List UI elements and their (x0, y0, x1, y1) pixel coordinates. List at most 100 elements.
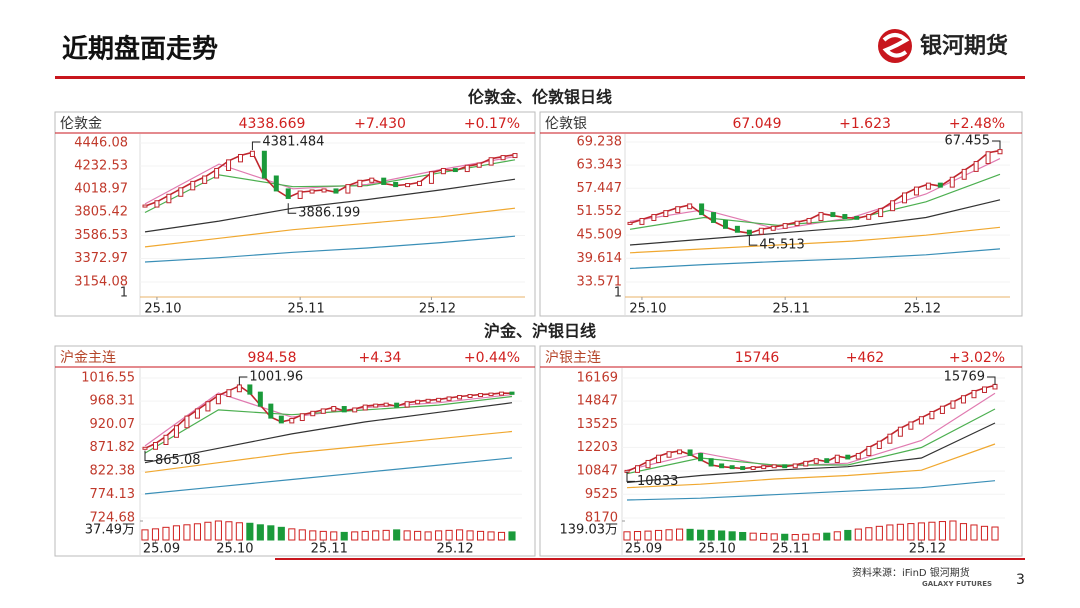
annotation-leader (144, 450, 153, 462)
price-candle (268, 403, 274, 419)
volume-bar (896, 523, 904, 541)
volume-bar (865, 527, 873, 541)
price-candle (299, 413, 305, 422)
price-candle (352, 407, 358, 413)
price-candle (205, 401, 211, 412)
last-price: 984.58 (248, 350, 297, 366)
annotation-label: 3886.199 (298, 206, 360, 221)
price-candle (214, 167, 220, 179)
price-candle (699, 203, 705, 216)
logo-text: 银河期货 (920, 33, 1008, 59)
volume-bar (172, 525, 181, 541)
price-candle (297, 190, 303, 199)
price-candle (190, 180, 196, 191)
price-candle (278, 415, 284, 424)
moving-average (626, 408, 996, 475)
annotation-leader (992, 140, 1001, 149)
price-candle (320, 408, 326, 414)
price-candle (675, 206, 681, 214)
y-tick-label: 724.68 (90, 511, 136, 526)
price-candle (404, 401, 410, 408)
moving-average (144, 457, 513, 495)
price-candle (478, 393, 484, 398)
y-tick-label: 14847 (577, 394, 618, 409)
price-candle (237, 153, 243, 163)
volume-bar (393, 529, 401, 541)
section-title: 沪金、沪银日线 (484, 322, 596, 341)
price-candle (309, 189, 315, 194)
y-tick-label: 774.13 (90, 487, 136, 502)
volume-bar (917, 522, 925, 541)
section-title: 伦敦金、伦敦银日线 (468, 88, 612, 107)
price-candle (425, 398, 431, 403)
x-tick-label: 25.11 (773, 302, 810, 317)
price-candle (677, 449, 683, 455)
volume-bar (141, 529, 149, 541)
volume-bar (435, 530, 443, 541)
moving-average (629, 158, 1001, 230)
price-candle (651, 214, 657, 221)
sub-axis-label: 1 (120, 286, 128, 301)
price-line (144, 384, 513, 450)
moving-average (626, 480, 996, 501)
price-candle (770, 225, 776, 231)
y-tick-label: 33.571 (577, 275, 623, 290)
price-candle (806, 217, 812, 224)
volume-axis-label: 37.49万 (85, 523, 135, 538)
volume-bar (770, 533, 778, 541)
moving-average (629, 173, 1001, 230)
volume-bar (665, 529, 673, 541)
instrument-name: 伦敦金 (60, 116, 102, 132)
volume-bar (812, 533, 820, 541)
price-candle (950, 400, 956, 409)
price-candle (734, 225, 740, 233)
panel-frame (539, 111, 1023, 317)
volume-bar (970, 524, 978, 541)
pct-change: +0.17% (464, 116, 520, 132)
header-rule (55, 76, 1025, 79)
volume-bar (749, 532, 757, 541)
price-candle (855, 452, 861, 460)
volume-bar (277, 526, 285, 541)
price-candle (985, 151, 991, 165)
price-candle (666, 451, 672, 458)
price-candle (345, 184, 351, 194)
volume-bar (938, 521, 946, 541)
price-candle (226, 389, 232, 398)
price-candle (499, 391, 505, 396)
volume-bar (676, 528, 684, 541)
volume-bar (623, 531, 631, 541)
sub-axis-label: 1 (614, 286, 622, 301)
price-candle (166, 193, 172, 204)
price-candle (476, 162, 482, 168)
price-candle (758, 227, 764, 235)
annotation-leader (251, 141, 261, 150)
price-candle (405, 183, 411, 188)
price-candle (373, 403, 379, 408)
price-candle (971, 389, 977, 399)
price-candle (782, 464, 788, 469)
price-candle (937, 182, 943, 188)
y-tick-label: 10847 (577, 464, 618, 479)
volume-bar (319, 530, 327, 541)
footer-rule (275, 558, 1025, 560)
price-candle (512, 153, 518, 159)
y-tick-label: 12203 (577, 440, 618, 455)
moving-average (626, 443, 996, 489)
panel-frame (54, 345, 536, 557)
price-candle (981, 386, 987, 393)
volume-bar (844, 529, 852, 541)
price-candle (854, 216, 860, 220)
y-tick-label: 871.82 (90, 440, 136, 455)
annotation-label: 1001.96 (249, 369, 303, 384)
y-tick-label: 3372.97 (74, 251, 128, 266)
volume-bar (497, 531, 506, 541)
y-tick-label: 4446.08 (74, 136, 128, 151)
price-candle (973, 161, 979, 172)
price-candle (635, 465, 641, 473)
volume-bar (445, 529, 453, 541)
instrument-name: 伦敦银 (545, 116, 587, 132)
y-tick-label: 4018.97 (74, 181, 128, 196)
moving-average (626, 422, 996, 484)
price-candle (824, 458, 830, 463)
